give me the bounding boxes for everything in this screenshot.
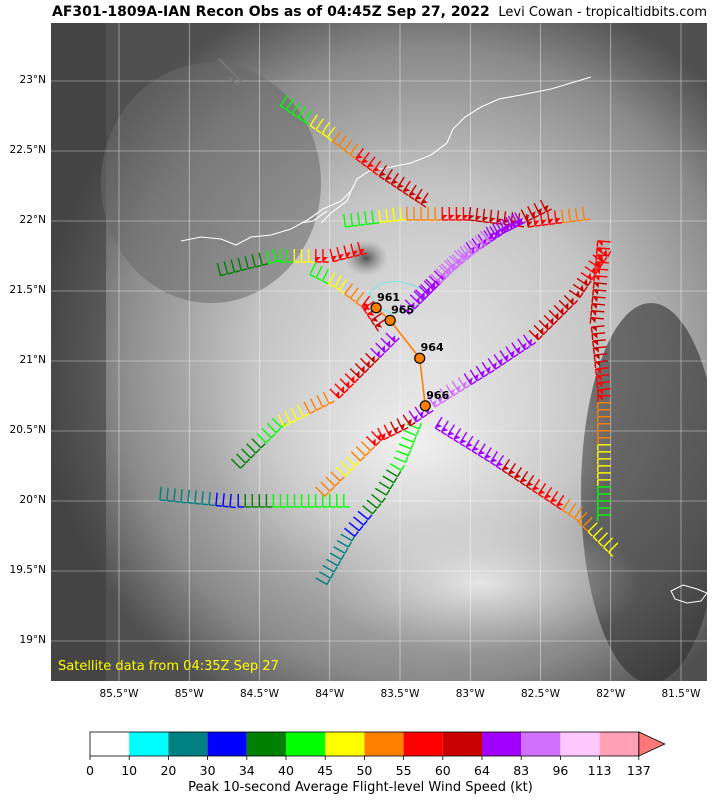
lat-tick-label: 19.5°N <box>9 564 46 576</box>
wind-barb-leg <box>434 416 619 557</box>
pressure-marker <box>384 314 396 326</box>
satellite-map[interactable]: 961 965 964 966 <box>51 23 707 681</box>
lat-tick-label: 20°N <box>19 494 46 506</box>
colorbar-bin <box>207 732 247 756</box>
pressure-marker <box>414 352 426 364</box>
colorbar-bin <box>325 732 365 756</box>
colorbar-tick-label: 0 <box>86 763 94 778</box>
storm-eye <box>344 240 388 276</box>
colorbar-bin <box>521 732 561 756</box>
lat-tick-label: 22°N <box>19 214 46 226</box>
pressure-ob-966[interactable]: 966 <box>419 389 450 412</box>
lon-tick-label: 83°W <box>455 688 485 700</box>
colorbar-tick-label: 50 <box>356 763 373 778</box>
colorbar <box>89 731 666 760</box>
lon-tick-label: 84.5°W <box>239 688 279 700</box>
pressure-ob-964[interactable]: 964 <box>414 341 444 364</box>
wind-barb-leg <box>589 240 611 521</box>
coastline <box>180 58 707 604</box>
colorbar-bin <box>482 732 522 756</box>
lon-tick-label: 85°W <box>174 688 204 700</box>
colorbar-tick-label: 83 <box>513 763 530 778</box>
wind-barb-leg <box>315 402 434 497</box>
lon-tick-label: 82.5°W <box>520 688 560 700</box>
colorbar-tick-label: 137 <box>626 763 651 778</box>
lat-tick-label: 20.5°N <box>9 424 46 436</box>
lat-tick-label: 21°N <box>19 354 46 366</box>
colorbar-bin <box>168 732 208 756</box>
lon-tick-label: 83.5°W <box>380 688 420 700</box>
pressure-label: 961 <box>377 291 400 304</box>
satellite-note: Satellite data from 04:35Z Sep 27 <box>58 659 279 674</box>
dark-western-band <box>51 23 106 681</box>
wind-barb-leg <box>159 486 350 509</box>
wind-barb-leg <box>230 332 400 469</box>
cuba-coastline <box>180 76 592 246</box>
lat-tick-label: 22.5°N <box>9 144 46 156</box>
colorbar-tick-label: 30 <box>199 763 216 778</box>
colorbar-bin <box>364 732 404 756</box>
pressure-ob-965[interactable]: 965 <box>384 303 414 326</box>
colorbar-tick-label: 10 <box>121 763 138 778</box>
colorbar-bin <box>442 732 482 756</box>
colorbar-bin <box>129 732 169 756</box>
colorbar-tick-label: 20 <box>160 763 177 778</box>
colorbar-tick-label: 96 <box>552 763 569 778</box>
lat-tick-label: 19°N <box>19 634 46 646</box>
lon-tick-label: 82°W <box>596 688 626 700</box>
pressure-marker <box>419 400 431 412</box>
colorbar-bin <box>246 732 286 756</box>
wind-barb-leg <box>315 423 422 586</box>
colorbar-tick-label: 40 <box>278 763 294 778</box>
lat-tick-label: 23°N <box>19 74 46 86</box>
colorbar-tick-label: 55 <box>395 763 412 778</box>
colorbar-tick-label: 113 <box>587 763 612 778</box>
wind-barb-leg <box>399 213 524 315</box>
colorbar-bin <box>403 732 443 756</box>
colorbar-tick-label: 60 <box>434 763 451 778</box>
pressure-label: 966 <box>426 389 449 402</box>
colorbar-bin <box>599 732 639 756</box>
caymans-coastline <box>670 584 707 604</box>
wind-barb-leg <box>343 206 591 228</box>
wind-barb-leg <box>279 94 429 208</box>
pressure-marker <box>370 302 382 314</box>
colorbar-tick-label: 45 <box>317 763 334 778</box>
credit-text: Levi Cowan - tropicaltidbits.com <box>498 5 707 20</box>
pressure-ob-961[interactable]: 961 <box>370 291 400 314</box>
lon-tick-label: 85.5°W <box>99 688 139 700</box>
colorbar-bin <box>560 732 600 756</box>
colorbar-tick-label: 34 <box>238 763 255 778</box>
pressure-label: 965 <box>391 303 414 316</box>
wind-barb-leg <box>216 241 367 277</box>
wind-barbs <box>159 94 619 586</box>
gulf-island-marker <box>218 58 243 87</box>
colorbar-bin <box>90 732 130 756</box>
lat-tick-label: 21.5°N <box>9 284 46 296</box>
colorbar-bin <box>286 732 326 756</box>
map-title: AF301-1809A-IAN Recon Obs as of 04:45Z S… <box>52 4 490 20</box>
colorbar-label: Peak 10-second Average Flight-level Wind… <box>188 780 533 795</box>
center-track <box>375 307 427 406</box>
pressure-label: 964 <box>421 341 444 354</box>
colorbar-extend-arrow <box>638 731 666 757</box>
colorbar-tick-label: 64 <box>474 763 490 778</box>
lon-tick-label: 81.5°W <box>661 688 701 700</box>
flight-track <box>375 307 427 406</box>
lon-tick-label: 84°W <box>315 688 345 700</box>
